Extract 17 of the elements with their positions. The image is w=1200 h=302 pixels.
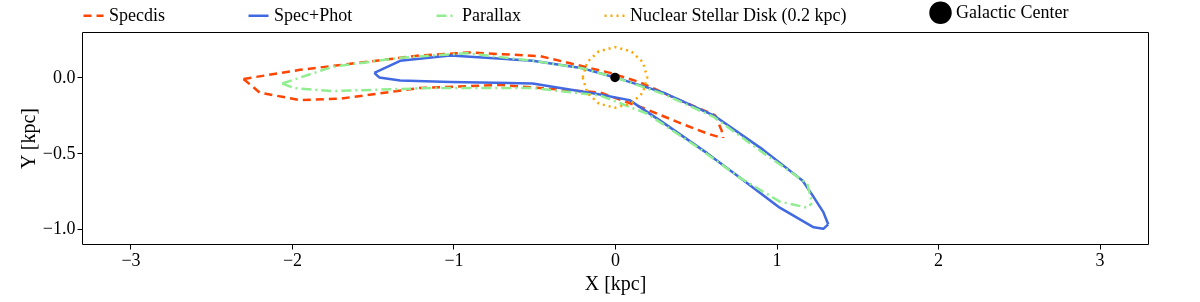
- x-axis-title: X [kpc]: [584, 271, 647, 295]
- y-tick-label: −1.0: [42, 218, 76, 239]
- y-tick-label: 0.0: [53, 66, 76, 87]
- y-axis-title: Y [kpc]: [16, 108, 40, 169]
- x-tick-label: 1: [772, 249, 782, 270]
- legend-label: Galactic Center: [956, 1, 1069, 22]
- legend-label: Parallax: [462, 4, 521, 25]
- x-tick-label: 3: [1095, 249, 1105, 270]
- x-tick-label: 2: [934, 249, 944, 270]
- x-tick-label: −1: [444, 249, 464, 270]
- legend-label: Specdis: [109, 4, 165, 25]
- y-tick-label: −0.5: [42, 142, 76, 163]
- x-tick-label: −2: [282, 249, 303, 270]
- legend-label: Nuclear Stellar Disk (0.2 kpc): [630, 4, 847, 26]
- legend-label: Spec+Phot: [274, 4, 353, 25]
- x-tick-label: −3: [121, 249, 141, 270]
- x-tick-label: 0: [611, 249, 620, 270]
